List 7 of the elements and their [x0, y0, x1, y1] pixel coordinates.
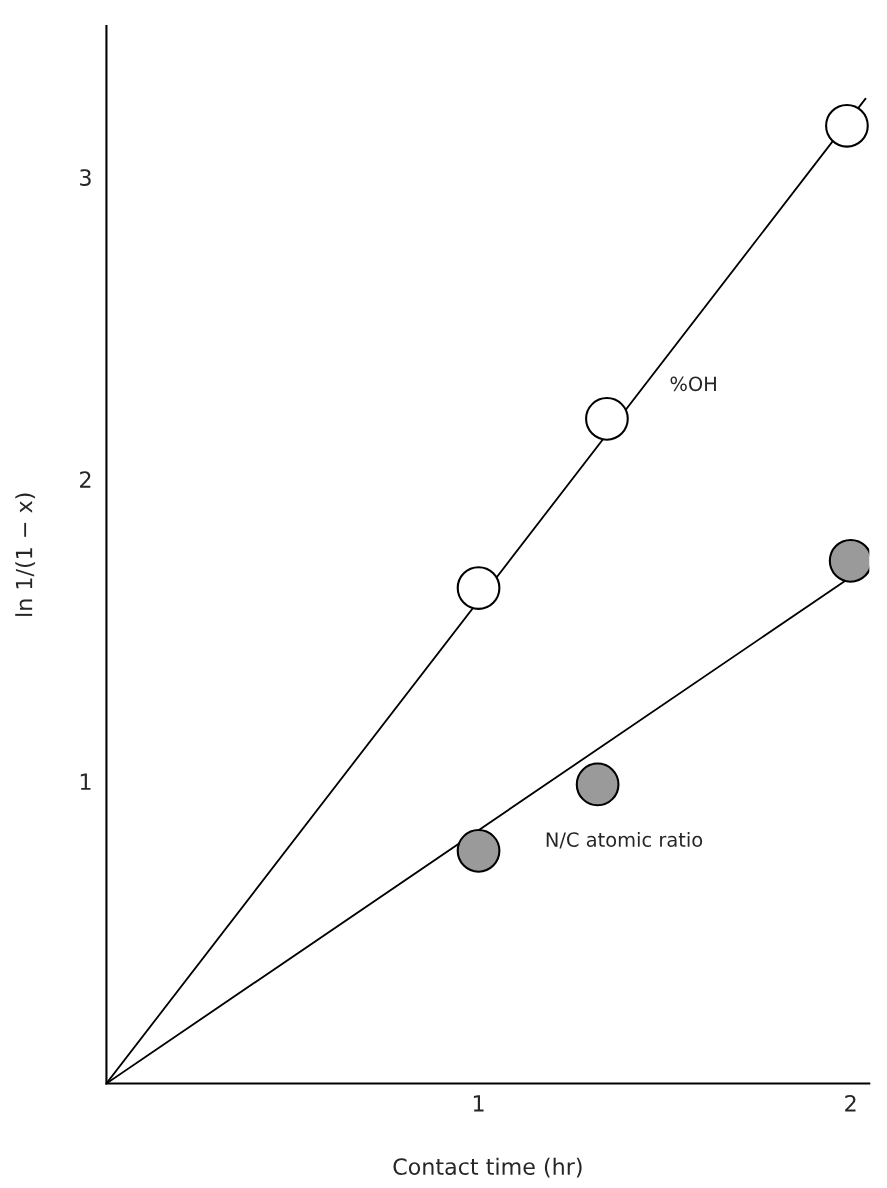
y-tick-label: 3 [80, 169, 91, 186]
text: %OH [670, 376, 716, 392]
y-axis-title: ln 1/(1 − x) [15, 493, 36, 616]
x-axis-title: Contact time (hr) [393, 1157, 582, 1178]
y-tick-label: 1 [80, 773, 91, 790]
text: N/C atomic ratio [546, 831, 703, 849]
y-tick-label: 2 [80, 471, 91, 488]
